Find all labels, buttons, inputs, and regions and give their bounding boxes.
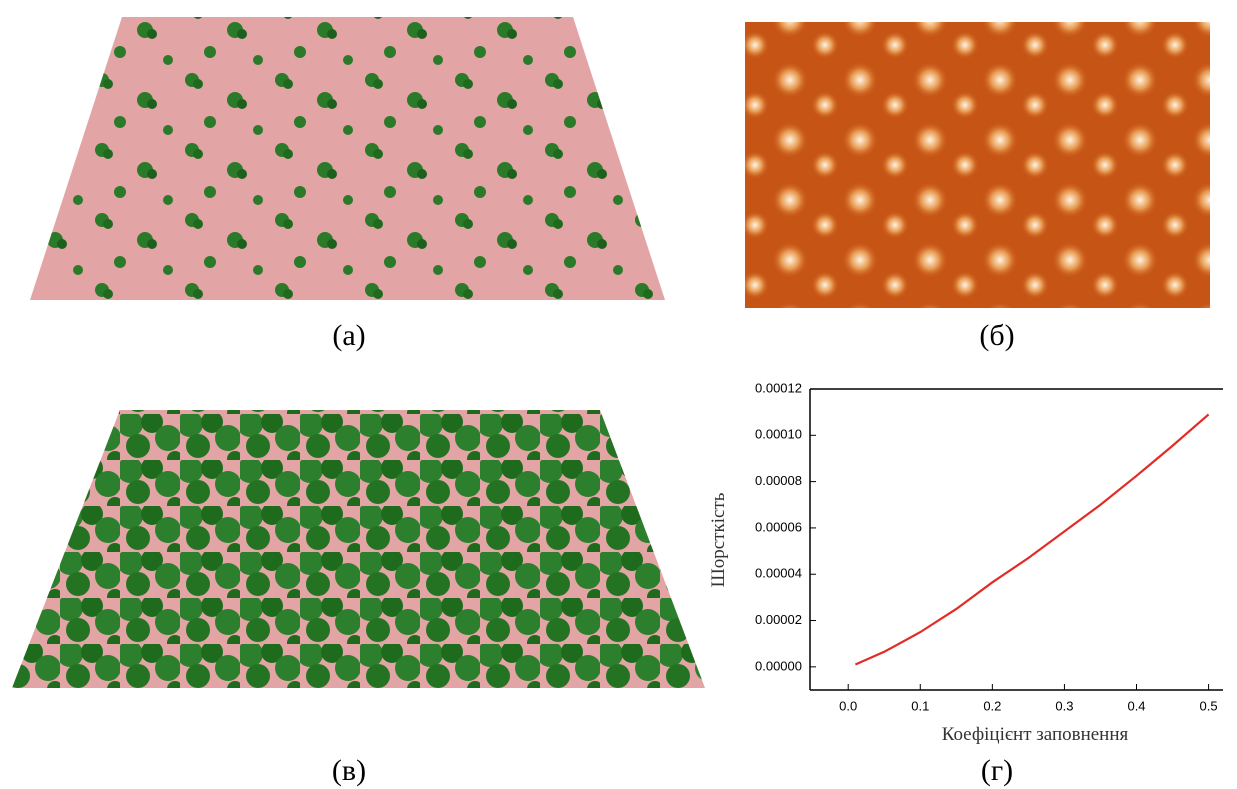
- panel-c-image: [12, 410, 705, 688]
- x-tick-label: 0.5: [1200, 698, 1218, 713]
- x-tick-label: 0.0: [839, 698, 857, 713]
- x-tick-label: 0.4: [1127, 698, 1145, 713]
- chart: Коефіцієнт заповнення Шорсткість 0.00000…: [708, 380, 1223, 745]
- y-tick-label: 0.00008: [755, 473, 802, 488]
- x-axis-label: Коефіцієнт заповнення: [942, 724, 1129, 745]
- data-line: [855, 414, 1208, 664]
- panel-a-image: [30, 17, 665, 300]
- y-axis-label: Шорсткість: [708, 492, 729, 587]
- y-tick-label: 0.00004: [755, 566, 802, 581]
- y-tick-label: 0.00002: [755, 612, 802, 627]
- panel-label: (в): [332, 754, 366, 787]
- panel-label: (б): [979, 319, 1014, 352]
- panel-b-image: [745, 22, 1210, 308]
- y-tick-label: 0.00006: [755, 519, 802, 534]
- x-tick-label: 0.3: [1055, 698, 1073, 713]
- panel-label: (г): [981, 754, 1013, 787]
- figure: (а) (б) (в) (г) Коефіцієнт заповнення Шо…: [0, 0, 1237, 789]
- x-tick-label: 0.2: [983, 698, 1001, 713]
- y-tick-label: 0.00012: [755, 380, 802, 395]
- x-tick-label: 0.1: [911, 698, 929, 713]
- panel-label: (а): [332, 319, 365, 352]
- y-tick-label: 0.00000: [755, 658, 802, 673]
- y-tick-label: 0.00010: [755, 427, 802, 442]
